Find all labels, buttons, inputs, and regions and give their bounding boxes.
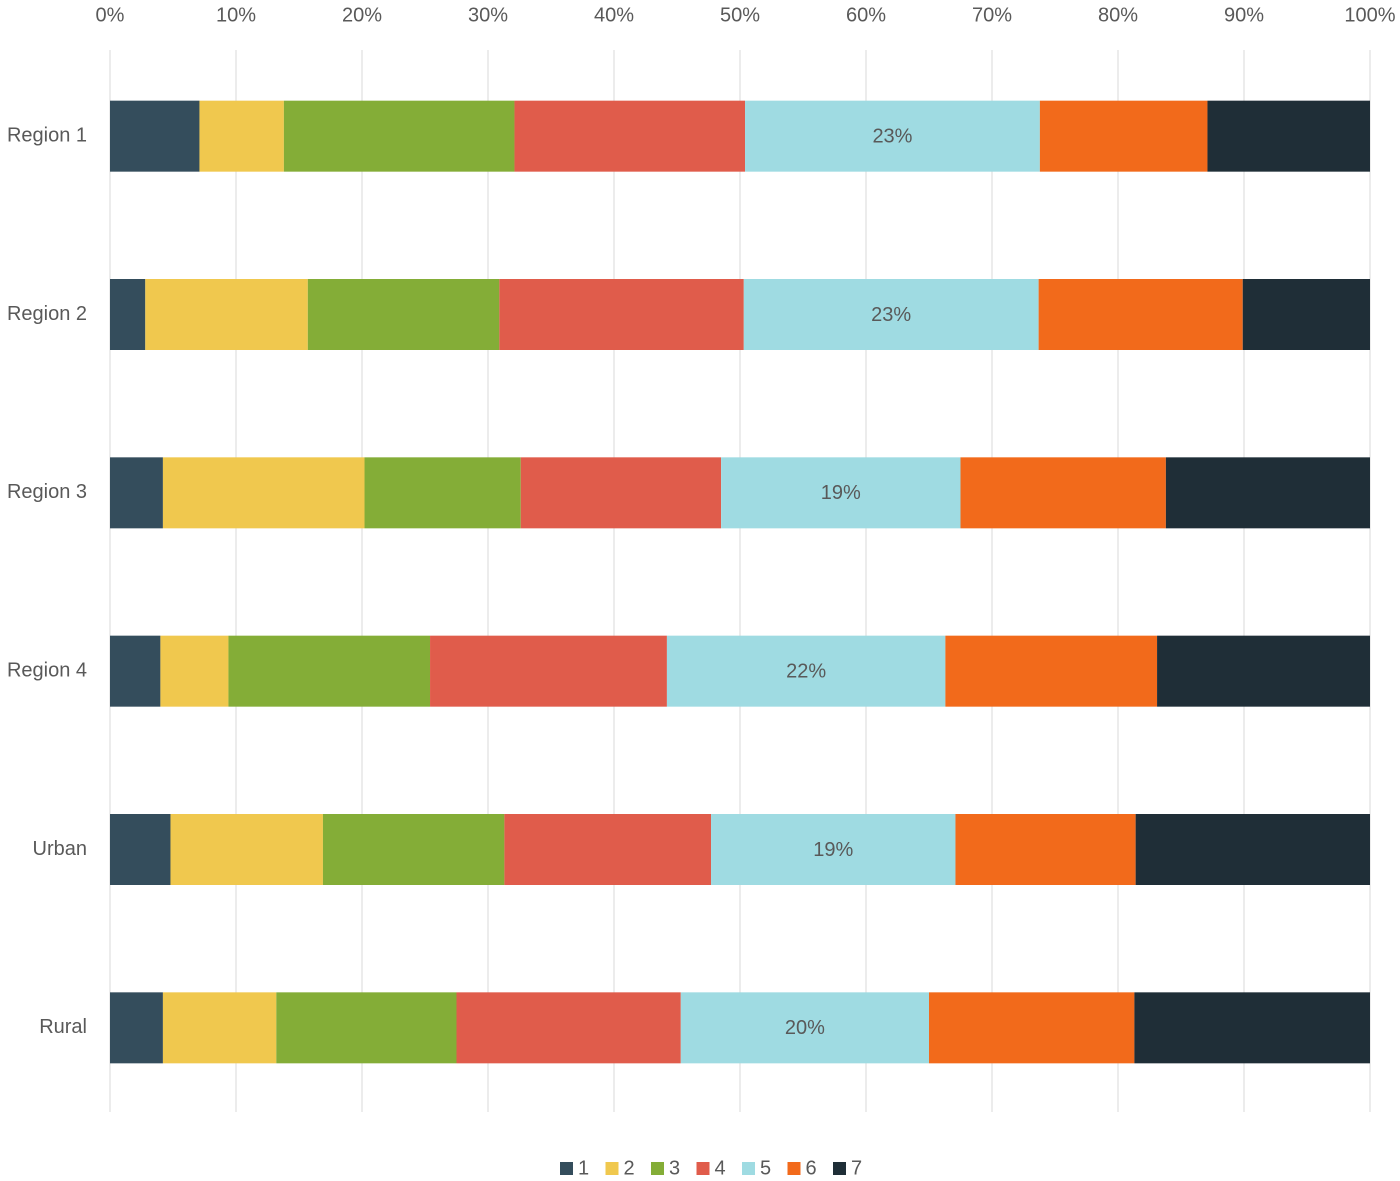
legend-swatch [651, 1162, 664, 1175]
legend-label: 4 [715, 1157, 726, 1179]
bar-segment [322, 814, 505, 885]
data-label: 23% [872, 125, 912, 147]
x-tick-label: 100% [1344, 4, 1395, 26]
x-tick-label: 20% [342, 4, 382, 26]
x-tick-label: 0% [96, 4, 125, 26]
bar-segment [364, 457, 521, 529]
y-tick-label: Rural [39, 1016, 87, 1038]
bar-segment [945, 635, 1158, 707]
bar-segment [1157, 635, 1370, 707]
x-tick-label: 50% [720, 4, 760, 26]
legend-swatch [787, 1162, 801, 1175]
legend-swatch [560, 1162, 573, 1175]
legend-swatch [742, 1162, 755, 1175]
bar-segment [307, 279, 500, 350]
legend-label: 2 [624, 1157, 635, 1179]
bar-segment [110, 992, 163, 1064]
bar-segment [1242, 279, 1370, 350]
legend-label: 7 [851, 1157, 862, 1179]
legend-label: 5 [760, 1157, 771, 1179]
data-label: 20% [785, 1017, 825, 1039]
x-tick-label: 70% [972, 4, 1012, 26]
x-tick-label: 30% [468, 4, 508, 26]
bar-segment [680, 992, 929, 1064]
bar-segment [1135, 814, 1370, 885]
legend-swatch [696, 1162, 710, 1175]
data-label: 19% [821, 482, 861, 504]
x-tick-label: 40% [594, 4, 634, 26]
bar-segment [199, 100, 284, 172]
y-tick-label: Region 4 [7, 659, 87, 681]
bar-segment [1038, 279, 1243, 350]
legend-swatch [833, 1162, 846, 1175]
x-tick-label: 90% [1224, 4, 1264, 26]
data-label: 23% [871, 304, 911, 326]
legend-swatch [605, 1162, 619, 1175]
bar-segment [110, 457, 163, 529]
bar-segment [960, 457, 1166, 529]
bar-segment [504, 814, 712, 885]
bar-segment [520, 457, 722, 529]
bar-segment [110, 279, 146, 350]
bar-segment [162, 457, 365, 529]
bar-segment [514, 100, 746, 172]
bar-segment [711, 814, 956, 885]
bar-segment [743, 279, 1039, 350]
bar-segment [110, 635, 161, 707]
bar-segment [162, 992, 277, 1064]
bar-segment [1039, 100, 1208, 172]
bar-segment [430, 635, 667, 707]
bar-segment [721, 457, 961, 529]
bar-segment [745, 100, 1040, 172]
bar-segment [499, 279, 744, 350]
bar-segment [276, 992, 457, 1064]
bar-segment [170, 814, 323, 885]
bar-segment [283, 100, 515, 172]
bar-segment [1165, 457, 1370, 529]
y-tick-label: Region 1 [7, 124, 87, 146]
bar-segment [955, 814, 1136, 885]
bar-segment [110, 100, 200, 172]
y-tick-label: Urban [33, 838, 87, 860]
legend-label: 1 [578, 1157, 589, 1179]
bar-segment [1134, 992, 1370, 1064]
legend-label: 3 [669, 1157, 680, 1179]
data-label: 22% [786, 660, 826, 682]
bar-segment [666, 635, 946, 707]
y-tick-label: Region 3 [7, 481, 87, 503]
bar-segment [1207, 100, 1370, 172]
x-tick-label: 60% [846, 4, 886, 26]
bar-segment [929, 992, 1135, 1064]
legend-label: 6 [806, 1157, 817, 1179]
x-tick-label: 10% [216, 4, 256, 26]
y-tick-label: Region 2 [7, 303, 87, 325]
bar-segment [145, 279, 308, 350]
x-tick-label: 80% [1098, 4, 1138, 26]
bar-segment [160, 635, 229, 707]
bar-segment [110, 814, 171, 885]
bar-segment [228, 635, 431, 707]
bar-segment [456, 992, 681, 1064]
data-label: 19% [813, 839, 853, 861]
